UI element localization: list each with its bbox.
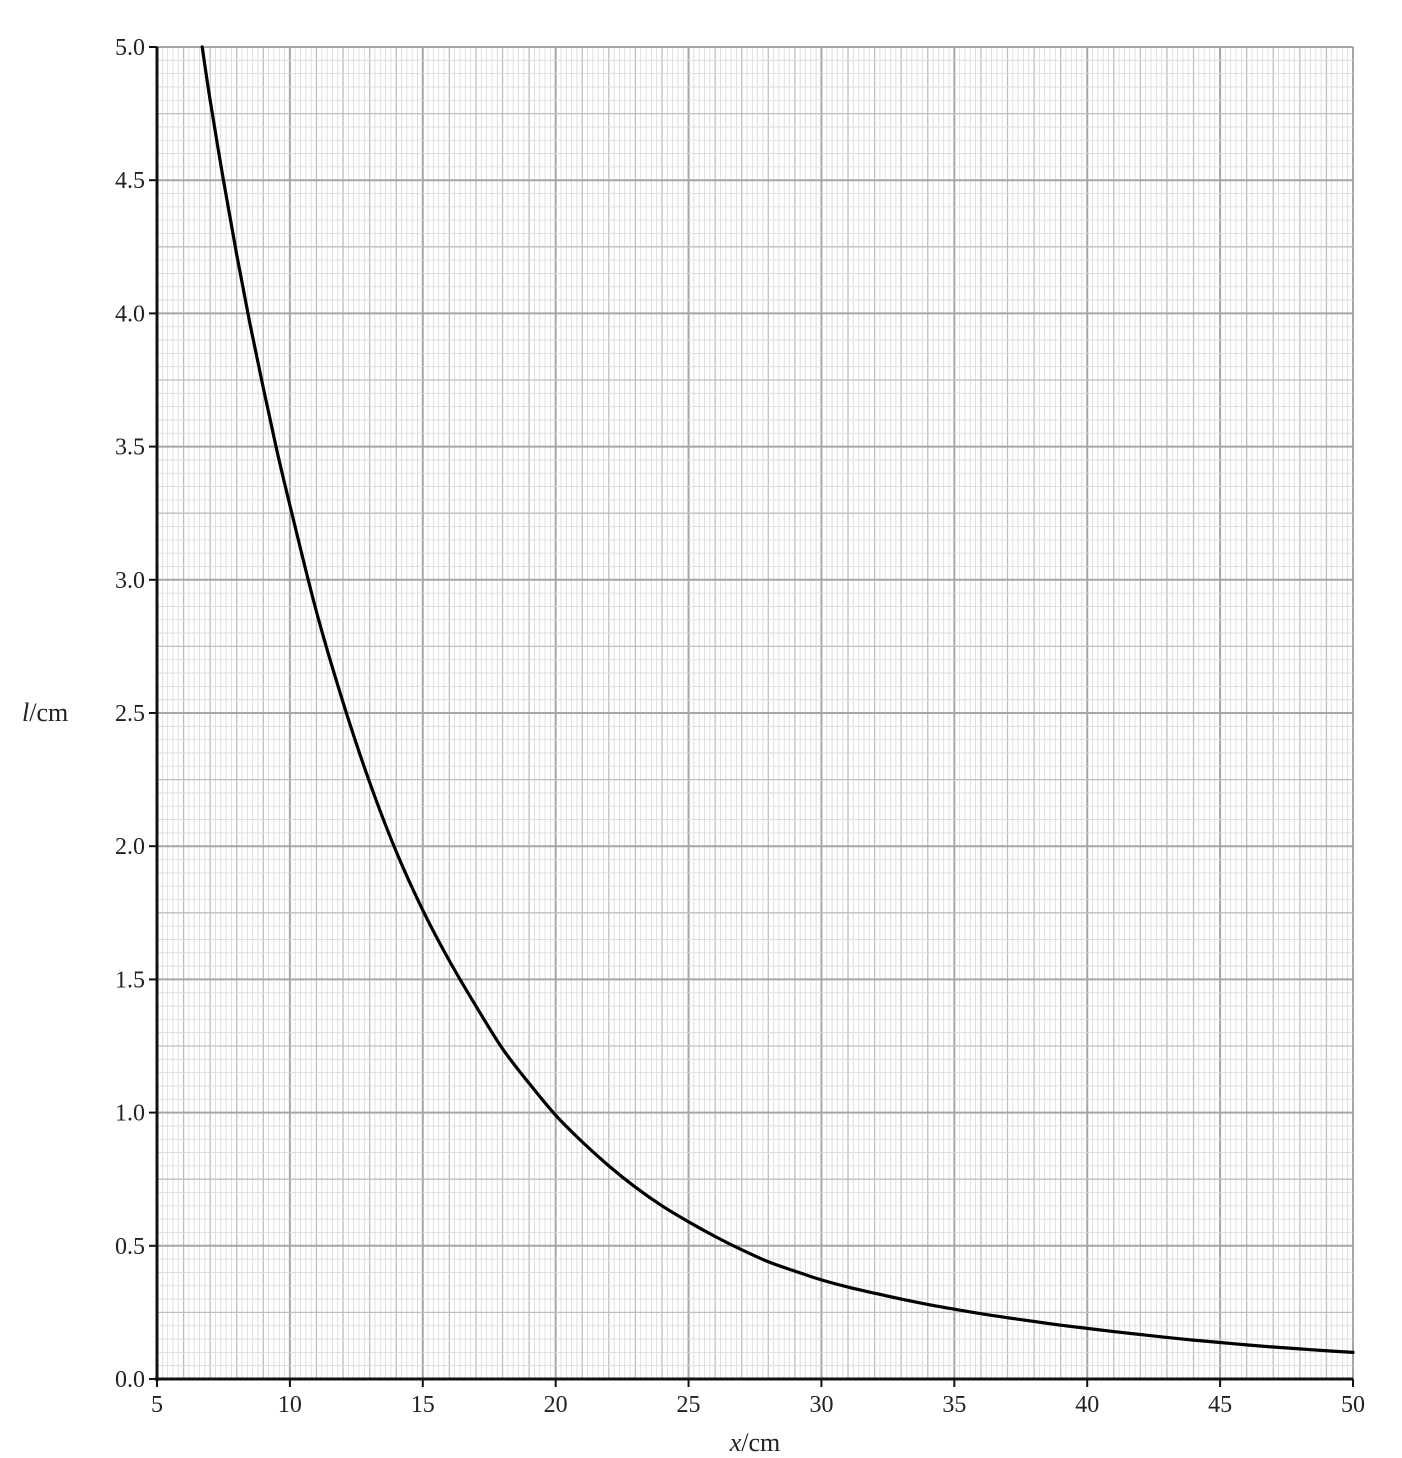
grid	[156, 46, 1354, 1380]
x-tick-label: 5	[151, 1392, 163, 1418]
x-axis-label: x/cm	[729, 1428, 781, 1457]
y-tick-label: 2.0	[115, 834, 145, 860]
y-tick-label: 1.0	[115, 1101, 145, 1127]
y-tick-label: 0.0	[115, 1367, 145, 1393]
x-tick-label: 45	[1208, 1392, 1232, 1418]
axes	[149, 46, 1354, 1387]
x-axis-unit: /cm	[741, 1428, 780, 1457]
x-tick-label: 40	[1075, 1392, 1099, 1418]
x-tick-label: 25	[677, 1392, 701, 1418]
x-tick-label: 35	[942, 1392, 966, 1418]
y-tick-label: 4.5	[115, 168, 145, 194]
y-axis-var: l	[22, 698, 29, 727]
series-layer	[200, 45, 1355, 1354]
x-tick-label: 15	[411, 1392, 435, 1418]
y-tick-label: 5.0	[115, 35, 145, 61]
y-tick-label: 3.5	[115, 435, 145, 461]
y-tick-label: 3.0	[115, 568, 145, 594]
y-axis-unit: /cm	[29, 698, 68, 727]
x-tick-label: 10	[278, 1392, 302, 1418]
y-tick-label: 2.5	[115, 701, 145, 727]
x-tick-label: 20	[544, 1392, 568, 1418]
x-axis-var: x	[729, 1428, 742, 1457]
y-tick-label: 1.5	[115, 967, 145, 993]
tick-labels: 5 10 15 20 25 30 35 40 45 50 0.0 0.5 1.0 1.5 2.0 2.5 3.0…	[115, 35, 1365, 1418]
y-axis-label: l/cm	[22, 698, 68, 727]
x-tick-label: 50	[1341, 1392, 1365, 1418]
y-tick-label: 4.0	[115, 301, 145, 327]
x-tick-label: 30	[809, 1392, 833, 1418]
series-line	[200, 45, 1355, 1354]
y-tick-label: 0.5	[115, 1234, 145, 1260]
